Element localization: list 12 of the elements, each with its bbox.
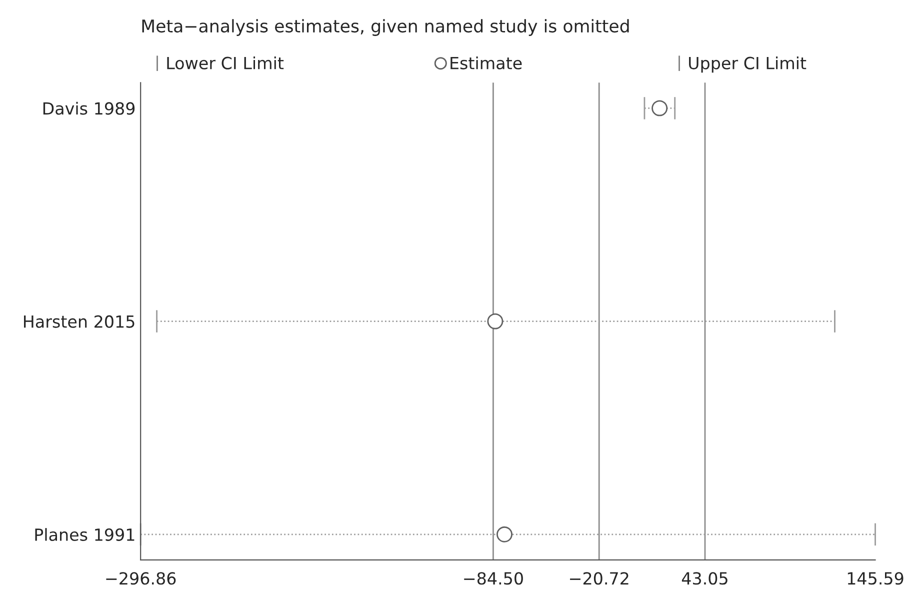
y-tick-label: Planes 1991 (35, 528, 134, 541)
y-tick-label: Davis 1989 (43, 102, 135, 115)
y-tick-label: Harsten 2015 (24, 315, 134, 328)
legend-label: Estimate (450, 56, 522, 70)
x-tick-label: −20.72 (570, 572, 628, 585)
text: Upper CI Limit (689, 56, 806, 73)
x-tick-label: 145.59 (848, 572, 904, 585)
x-tick-label: 43.05 (682, 572, 728, 585)
x-tick-label: −296.86 (106, 572, 176, 585)
chart-title: Meta−analysis estimates, given named study is omitted (142, 19, 629, 36)
text: Lower CI Limit (167, 56, 284, 70)
x-tick-label: −84.50 (464, 572, 523, 585)
